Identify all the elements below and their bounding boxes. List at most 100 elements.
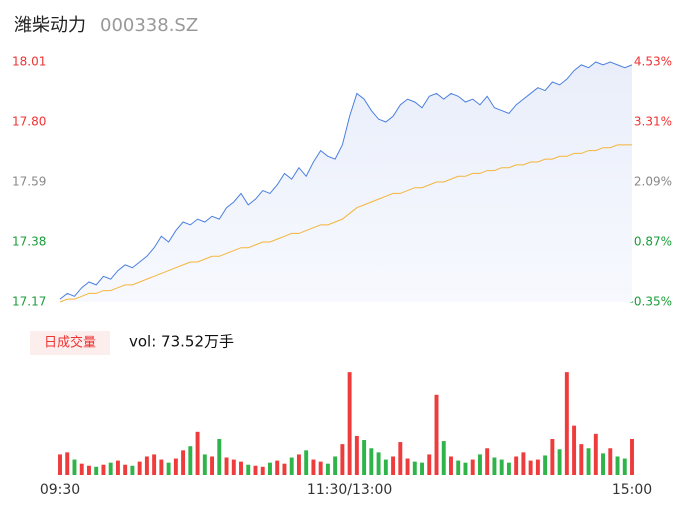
volume-bar <box>144 456 149 475</box>
badge-bg <box>30 331 110 355</box>
volume-bar <box>246 464 251 475</box>
y-tick-label: 17.17 <box>12 295 46 309</box>
volume-bar <box>347 372 352 475</box>
volume-bar <box>296 454 301 475</box>
volume-bar <box>325 463 330 475</box>
x-tick-label: 11:30/13:00 <box>307 482 392 498</box>
volume-bar <box>289 457 294 475</box>
volume-bar <box>340 444 345 475</box>
series-line <box>59 144 632 303</box>
volume-bar <box>405 458 410 475</box>
volume-bar <box>304 450 309 475</box>
volume-bar <box>456 460 461 475</box>
volume-bar <box>115 460 120 475</box>
volume-bar <box>470 459 475 475</box>
volume-bar <box>275 460 280 475</box>
volume-bar <box>195 431 200 475</box>
x-tick-label: 09:30 <box>40 482 80 498</box>
volume-bar <box>130 465 135 475</box>
volume-bar <box>58 454 62 475</box>
volume-bar <box>65 452 70 475</box>
volume-bar <box>572 425 577 475</box>
volume-bar <box>253 465 258 475</box>
volume-bar <box>137 461 142 475</box>
volume-bar <box>333 456 338 475</box>
volume-bar <box>369 448 374 475</box>
volume-bar <box>608 448 613 475</box>
price-area <box>60 62 632 302</box>
volume-bar <box>535 459 540 475</box>
volume-bar <box>217 439 222 475</box>
volume-bar <box>354 435 359 475</box>
volume-bar <box>311 459 316 475</box>
volume-bar <box>159 459 164 475</box>
volume-bar <box>601 453 606 475</box>
volume-bar <box>412 461 417 475</box>
volume-label: vol: 73.52万手 <box>129 333 234 351</box>
volume-bar <box>202 454 207 475</box>
series-line <box>59 61 633 300</box>
volume-bar <box>615 456 620 475</box>
volume-bar <box>101 464 106 475</box>
volume-bar <box>427 454 432 475</box>
y-tick-label: 17.38 <box>12 235 46 249</box>
volume-bar <box>550 439 555 475</box>
volume-bar <box>231 459 236 475</box>
badge: 日成交量 <box>44 335 96 351</box>
y2-tick-label: 2.09% <box>634 175 672 189</box>
volume-bar <box>593 433 598 475</box>
y2-tick-label: 0.87% <box>634 235 672 249</box>
volume-bar <box>94 466 99 475</box>
volume-bar <box>166 462 171 475</box>
y-tick-label: 17.59 <box>12 175 46 189</box>
volume-bar <box>72 459 77 475</box>
volume-bar <box>528 460 533 475</box>
volume-bar <box>441 441 446 475</box>
volume-bar <box>514 456 519 475</box>
volume-bar <box>506 462 511 475</box>
volume-bar <box>557 449 562 475</box>
volume-bar <box>210 456 215 475</box>
stock-name: 潍柴动力 <box>14 15 86 36</box>
volume-bar <box>485 448 490 475</box>
volume-bar <box>449 456 453 475</box>
volume-bar <box>173 458 178 475</box>
volume-bar <box>239 461 243 475</box>
volume-bar <box>152 454 157 475</box>
volume-bar <box>181 450 186 475</box>
volume-bar <box>630 439 634 475</box>
volume-bar <box>492 457 497 475</box>
volume-bar <box>499 459 504 475</box>
volume-bar <box>362 440 367 475</box>
volume-bar <box>318 461 323 475</box>
volume-bar <box>123 464 128 475</box>
y2-tick-label: -0.35% <box>630 295 672 309</box>
x-tick-label: 15:00 <box>612 482 652 498</box>
volume-bar <box>420 462 424 475</box>
volume-bar <box>398 442 403 475</box>
volume-bar <box>521 452 526 475</box>
volume-bar <box>543 455 548 475</box>
volume-bar <box>586 448 591 475</box>
volume-bar <box>564 372 569 475</box>
volume-bar <box>188 446 193 475</box>
y2-tick-label: 3.31% <box>634 115 672 129</box>
y-tick-label: 17.80 <box>12 115 46 129</box>
volume-bar <box>108 462 113 475</box>
volume-bar <box>268 462 272 475</box>
volume-bar <box>86 465 91 475</box>
volume-bar <box>579 444 584 475</box>
volume-bar <box>79 463 84 475</box>
volume-bar <box>224 457 229 475</box>
volume-bar <box>477 454 482 475</box>
volume-bar <box>622 458 627 475</box>
volume-bar <box>463 462 468 475</box>
volume-bar <box>282 463 287 475</box>
volume-bar <box>260 466 265 475</box>
volume-bar <box>383 459 388 475</box>
volume-bar <box>391 456 396 475</box>
volume-bar <box>376 452 381 475</box>
y2-tick-label: 4.53% <box>634 55 672 69</box>
y-tick-label: 18.01 <box>12 55 46 69</box>
